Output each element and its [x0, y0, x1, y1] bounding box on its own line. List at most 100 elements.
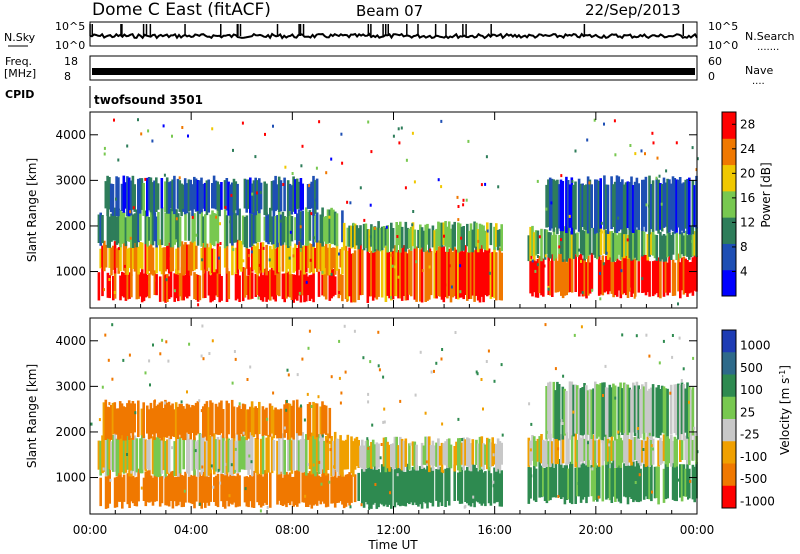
- sky-trace: [89, 24, 698, 40]
- range-cell: [99, 477, 102, 507]
- range-cell: [606, 438, 610, 462]
- range-cell: [624, 384, 628, 436]
- range-cell: [548, 177, 552, 231]
- range-cell: [560, 253, 563, 296]
- range-cell: [312, 209, 315, 247]
- range-cell: [435, 442, 438, 467]
- range-cell: [285, 471, 288, 508]
- range-cell: [124, 182, 127, 209]
- range-cell: [146, 405, 149, 434]
- y-tick-label: 1000: [55, 471, 86, 485]
- range-cell: [122, 175, 126, 213]
- range-cell: [529, 226, 532, 262]
- range-cell: [657, 257, 660, 298]
- range-cell: [227, 271, 231, 300]
- range-cell: [648, 467, 651, 500]
- range-cell: [599, 383, 602, 440]
- range-cell: [498, 247, 502, 301]
- scatter-cell: [107, 358, 110, 362]
- range-cell: [496, 465, 500, 502]
- scatter-cell: [255, 191, 258, 195]
- range-cell: [350, 253, 353, 303]
- range-cell: [252, 471, 256, 508]
- range-cell: [272, 409, 276, 439]
- x-tick-label: 00:00: [73, 523, 108, 537]
- range-cell: [413, 229, 417, 249]
- range-cell: [670, 434, 673, 467]
- range-cell: [411, 441, 415, 466]
- scatter-cell: [171, 134, 173, 138]
- range-cell: [673, 178, 677, 234]
- sky-tick-top: 10^5: [55, 20, 85, 33]
- range-cell: [370, 442, 373, 469]
- range-cell: [527, 437, 531, 467]
- range-cell: [547, 232, 550, 258]
- range-cell: [433, 445, 436, 466]
- scatter-cell: [188, 342, 191, 346]
- range-cell: [568, 381, 572, 440]
- scatter-cell: [530, 255, 533, 259]
- range-cell: [99, 212, 102, 246]
- scatter-cell: [308, 329, 311, 333]
- range-cell: [126, 176, 129, 217]
- range-cell: [471, 439, 475, 465]
- range-cell: [207, 271, 211, 296]
- scatter-cell: [650, 444, 653, 448]
- range-cell: [166, 274, 169, 302]
- range-cell: [457, 472, 460, 501]
- range-cell: [557, 384, 561, 441]
- range-cell: [639, 439, 642, 467]
- range-cell: [276, 473, 279, 505]
- range-cell: [126, 213, 129, 242]
- scatter-cell: [383, 420, 386, 424]
- range-cell: [608, 231, 612, 258]
- scatter-cell: [648, 354, 651, 358]
- range-cell: [390, 467, 393, 509]
- range-cell: [299, 211, 303, 249]
- range-cell: [276, 215, 279, 248]
- range-cell: [688, 468, 691, 499]
- scatter-cell: [399, 399, 402, 403]
- range-cell: [592, 462, 595, 502]
- range-cell: [469, 251, 473, 299]
- range-cell: [484, 444, 487, 465]
- range-cell: [460, 442, 464, 465]
- range-cell: [581, 258, 585, 297]
- range-cell: [167, 473, 171, 507]
- velocity-ylabel: Slant Range [km]: [25, 364, 39, 468]
- range-cell: [113, 207, 117, 241]
- range-cell: [592, 434, 595, 468]
- range-cell: [651, 180, 655, 232]
- scatter-cell: [360, 503, 363, 507]
- range-cell: [272, 207, 276, 245]
- range-cell: [274, 216, 277, 249]
- range-cell: [630, 461, 633, 499]
- range-cell: [399, 221, 402, 253]
- range-cell: [184, 210, 187, 241]
- range-cell: [149, 209, 153, 245]
- range-cell: [124, 244, 128, 275]
- range-cell: [478, 245, 482, 303]
- scatter-cell: [442, 470, 445, 474]
- range-cell: [128, 272, 131, 299]
- range-cell: [265, 437, 268, 474]
- range-cell: [147, 177, 151, 211]
- scatter-cell: [101, 385, 104, 389]
- range-cell: [126, 248, 129, 275]
- range-cell: [160, 476, 164, 504]
- range-cell: [288, 403, 292, 440]
- range-cell: [294, 243, 297, 272]
- range-cell: [117, 469, 120, 502]
- range-cell: [297, 209, 301, 242]
- range-cell: [388, 251, 391, 299]
- range-cell: [435, 469, 438, 501]
- range-cell: [689, 389, 693, 439]
- scatter-cell: [637, 465, 640, 469]
- range-cell: [200, 177, 203, 213]
- range-cell: [204, 214, 207, 248]
- scatter-cell: [246, 378, 249, 381]
- range-cell: [308, 183, 312, 210]
- range-cell: [500, 470, 503, 507]
- range-cell: [583, 230, 586, 261]
